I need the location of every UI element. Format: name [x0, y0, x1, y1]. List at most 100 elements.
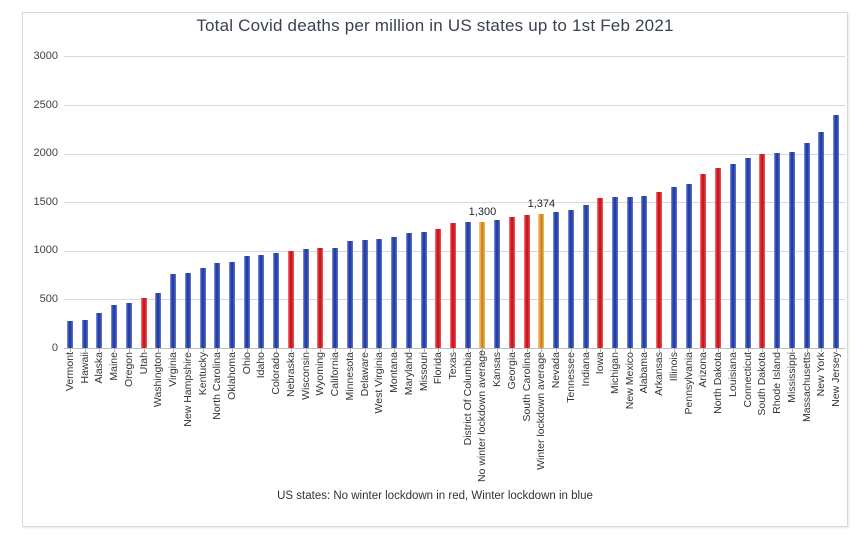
chart-frame [22, 12, 848, 527]
bar-shading [346, 240, 353, 348]
category-tick [217, 349, 219, 352]
category-tick [452, 349, 454, 352]
category-tick [511, 349, 513, 352]
category-tick [526, 349, 528, 352]
bar-shading [81, 320, 88, 348]
bar-shading [420, 232, 427, 348]
bar-massachusetts [803, 142, 810, 348]
bar-shading [538, 214, 545, 348]
category-tick [290, 349, 292, 352]
bar-shading [670, 187, 677, 348]
y-tick-label-2000: 2000 [33, 147, 58, 160]
x-label-kansas: Kansas [491, 352, 504, 388]
bar-shading [818, 131, 825, 348]
category-tick [232, 349, 234, 352]
category-tick [762, 349, 764, 352]
bar-shading [391, 237, 398, 348]
x-label-idaho: Idaho [255, 352, 268, 379]
bar-shading [832, 114, 839, 348]
bar-district-of-columbia [464, 222, 471, 348]
bar-south-carolina [523, 215, 530, 348]
bar-iowa [597, 197, 604, 348]
bar-shading [449, 223, 456, 348]
category-tick [806, 349, 808, 352]
category-tick [335, 349, 337, 352]
category-tick [173, 349, 175, 352]
x-label-south-carolina: South Carolina [520, 352, 533, 422]
bar-delaware [361, 239, 368, 348]
category-tick [835, 349, 837, 352]
bar-california [332, 247, 339, 348]
bar-nebraska [287, 250, 294, 348]
category-tick [644, 349, 646, 352]
bar-shading [67, 321, 73, 348]
x-label-nebraska: Nebraska [284, 352, 297, 397]
x-label-new-hampshire: New Hampshire [181, 352, 194, 427]
x-label-winter-lockdown-average: Winter lockdown average [535, 352, 548, 470]
x-label-wisconsin: Wisconsin [299, 352, 312, 400]
bar-shading [435, 229, 442, 348]
bar-virginia [170, 274, 177, 348]
bar-shading [125, 302, 132, 348]
gridline-3000 [64, 56, 845, 58]
bar-shading [803, 142, 810, 348]
category-tick [423, 349, 425, 352]
x-label-south-dakota: South Dakota [756, 352, 769, 416]
y-tick-label-0: 0 [51, 341, 58, 354]
x-label-massachusetts: Massachusetts [800, 352, 813, 423]
category-tick [128, 349, 130, 352]
category-tick [70, 349, 71, 352]
bar-shading [744, 157, 751, 348]
bar-arkansas [656, 191, 663, 348]
x-label-alaska: Alaska [93, 352, 106, 384]
bar-maine [111, 305, 118, 348]
x-label-missouri: Missouri [417, 352, 430, 392]
bar-wisconsin [302, 249, 309, 348]
bar-connecticut [744, 157, 751, 348]
x-label-texas: Texas [446, 352, 459, 380]
x-label-new-jersey: New Jersey [829, 352, 842, 407]
bar-north-dakota [715, 167, 722, 348]
bar-north-carolina [214, 263, 221, 348]
bar-vermont [67, 321, 73, 348]
bar-oregon [125, 302, 132, 348]
bar-new-hampshire [184, 272, 191, 348]
category-tick [777, 349, 779, 352]
bar-shading [140, 297, 147, 348]
bar-shading [567, 210, 574, 348]
category-tick [408, 349, 410, 352]
bar-shading [582, 205, 589, 348]
category-tick [600, 349, 602, 352]
x-label-florida: Florida [432, 352, 445, 385]
category-tick [629, 349, 631, 352]
y-tick-label-1500: 1500 [33, 195, 58, 208]
category-tick [467, 349, 469, 352]
x-label-washington: Washington [152, 352, 165, 408]
category-tick [364, 349, 366, 352]
gridline-1500 [64, 202, 845, 204]
category-tick [497, 349, 499, 352]
bar-shading [788, 151, 795, 348]
x-label-tennessee: Tennessee [564, 352, 577, 403]
bar-shading [199, 267, 206, 348]
x-label-rhode-island: Rhode Island [771, 352, 784, 414]
category-tick [276, 349, 278, 352]
category-tick [320, 349, 322, 352]
bar-alaska [96, 313, 103, 348]
x-label-north-dakota: North Dakota [712, 352, 725, 414]
category-tick [379, 349, 381, 352]
bar-minnesota [346, 240, 353, 348]
bar-shading [774, 153, 781, 348]
bar-washington [155, 292, 162, 348]
x-label-west-virginia: West Virginia [373, 352, 386, 414]
bar-shading [700, 174, 707, 348]
bar-tennessee [567, 210, 574, 348]
x-label-ohio: Ohio [240, 352, 253, 375]
x-label-michigan: Michigan [609, 352, 621, 395]
bar-texas [449, 223, 456, 348]
category-tick [84, 349, 86, 352]
bar-florida [435, 229, 442, 348]
category-tick [158, 349, 160, 352]
bar-new-york [818, 131, 825, 348]
